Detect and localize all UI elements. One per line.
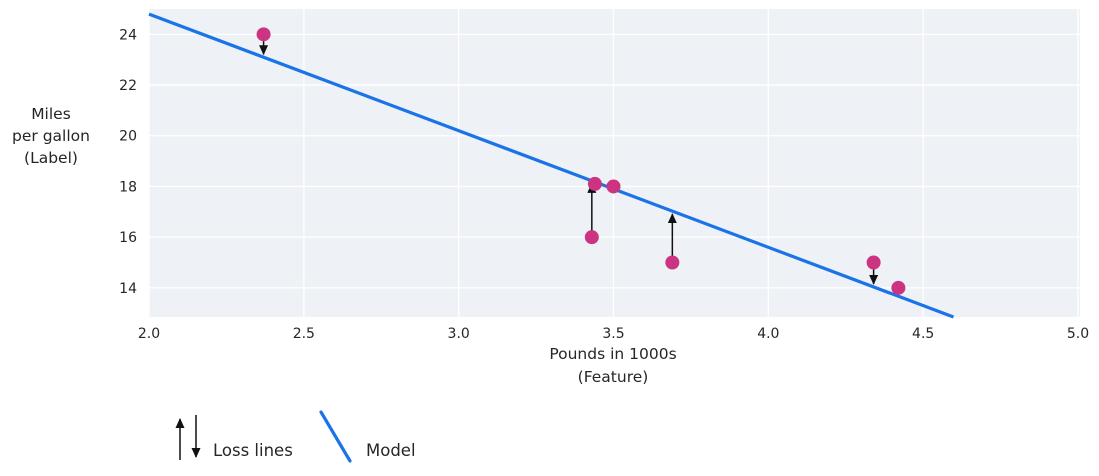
gridlines	[148, 9, 1080, 317]
x-tick-label: 4.5	[912, 326, 934, 342]
x-tick-label: 3.0	[448, 326, 470, 342]
y-axis-ticks: 14 16 18 20 22 24	[119, 27, 137, 296]
y-tick-label: 14	[119, 281, 137, 297]
data-point	[584, 230, 599, 245]
data-points	[256, 27, 906, 295]
y-axis-label: Miles per gallon (Label)	[12, 105, 90, 167]
legend-label-model: Model	[366, 441, 416, 460]
legend-label-loss-lines: Loss lines	[213, 441, 293, 460]
model-line-swatch-icon	[319, 410, 352, 463]
y-tick-label: 24	[119, 27, 137, 43]
data-point	[665, 255, 680, 270]
y-axis-label-line2: per gallon	[12, 127, 90, 145]
data-point	[587, 176, 602, 191]
y-axis-label-line1: Miles	[31, 105, 71, 123]
x-axis-label-line1: Pounds in 1000s	[549, 345, 676, 363]
plot-area	[149, 9, 1080, 317]
x-tick-label: 4.0	[757, 326, 779, 342]
y-tick-label: 16	[119, 230, 137, 246]
legend: Loss lines Model	[175, 410, 416, 463]
y-tick-label: 22	[119, 78, 137, 94]
data-point	[866, 255, 881, 270]
x-axis-label-line2: (Feature)	[578, 368, 649, 386]
model-regression-line	[148, 12, 955, 319]
y-tick-label: 18	[119, 179, 137, 195]
data-point	[606, 179, 621, 194]
data-point	[256, 27, 271, 42]
x-tick-label: 3.5	[602, 326, 624, 342]
x-axis-label: Pounds in 1000s (Feature)	[549, 345, 676, 386]
x-tick-label: 2.5	[293, 326, 315, 342]
data-point	[891, 280, 906, 295]
y-tick-label: 20	[119, 129, 137, 145]
model-line	[148, 12, 955, 319]
x-axis-ticks: 2.0 2.5 3.0 3.5 4.0 4.5 5.0	[138, 326, 1089, 342]
x-tick-label: 2.0	[138, 326, 160, 342]
x-tick-label: 5.0	[1067, 326, 1089, 342]
y-axis-label-line3: (Label)	[24, 149, 78, 167]
